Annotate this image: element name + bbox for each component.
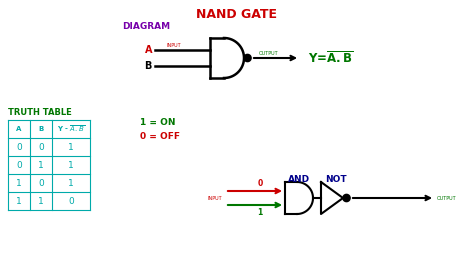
Text: OUTPUT: OUTPUT <box>259 51 279 56</box>
Text: 1: 1 <box>257 208 263 217</box>
Text: 1: 1 <box>68 178 74 188</box>
Text: A: A <box>16 126 22 132</box>
Text: INPUT: INPUT <box>167 43 182 48</box>
Text: 1: 1 <box>68 143 74 152</box>
Text: INPUT: INPUT <box>207 196 222 201</box>
Text: NAND GATE: NAND GATE <box>197 8 277 21</box>
Text: A: A <box>145 45 152 55</box>
Text: 0: 0 <box>38 143 44 152</box>
Text: 0: 0 <box>257 179 263 188</box>
Text: B: B <box>145 61 152 71</box>
Text: Y=$\mathregular{\overline{A.B}}$: Y=$\mathregular{\overline{A.B}}$ <box>308 50 353 66</box>
Text: 1: 1 <box>68 160 74 169</box>
Text: 0: 0 <box>68 197 74 206</box>
Circle shape <box>244 55 251 61</box>
Text: 0: 0 <box>16 143 22 152</box>
Text: B: B <box>38 126 44 132</box>
Text: 1 = ON: 1 = ON <box>140 118 175 127</box>
Text: 0: 0 <box>16 160 22 169</box>
Text: Y - $\overline{A.B}$: Y - $\overline{A.B}$ <box>57 124 85 134</box>
Text: DIAGRAM: DIAGRAM <box>122 22 170 31</box>
Text: 0 = OFF: 0 = OFF <box>140 132 180 141</box>
Text: 0: 0 <box>38 178 44 188</box>
Text: 1: 1 <box>38 197 44 206</box>
Text: 1: 1 <box>16 178 22 188</box>
Text: AND: AND <box>288 175 310 184</box>
Text: NOT: NOT <box>325 175 346 184</box>
Text: OUTPUT: OUTPUT <box>437 196 456 201</box>
Text: 1: 1 <box>38 160 44 169</box>
Text: TRUTH TABLE: TRUTH TABLE <box>8 108 72 117</box>
Circle shape <box>343 194 350 202</box>
Text: 1: 1 <box>16 197 22 206</box>
